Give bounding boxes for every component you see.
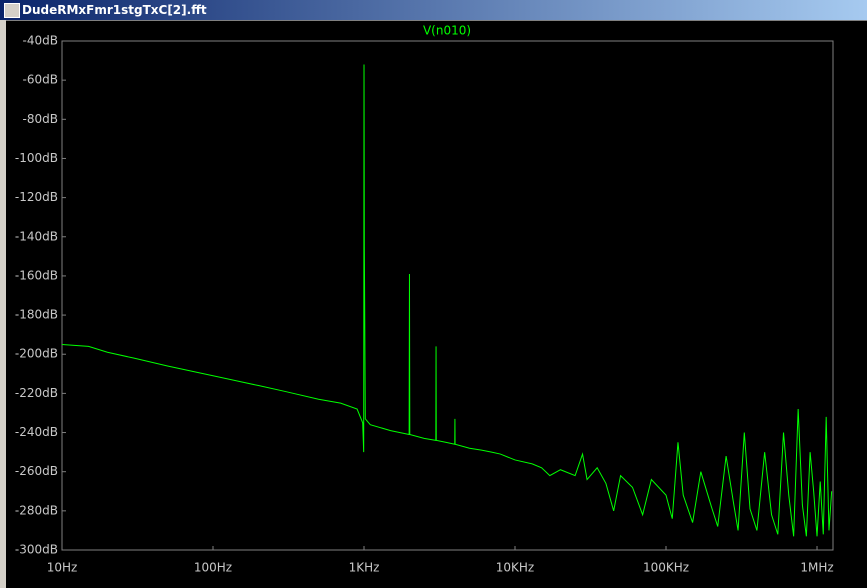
y-tick-label: -60dB — [23, 73, 58, 87]
y-tick-label: -300dB — [15, 543, 58, 557]
window-frame — [0, 20, 6, 588]
y-tick-label: -260dB — [15, 464, 58, 478]
chart-title: V(n010) — [423, 24, 471, 38]
y-tick-label: -80dB — [23, 112, 58, 126]
window-icon — [4, 3, 20, 18]
y-tick-label: -220dB — [15, 386, 58, 400]
y-tick-label: -120dB — [15, 190, 58, 204]
x-tick-label: 100Hz — [194, 561, 232, 575]
x-tick-label: 1MHz — [800, 561, 833, 575]
x-tick-label: 10KHz — [496, 561, 534, 575]
y-tick-label: -240dB — [15, 425, 58, 439]
y-tick-label: -280dB — [15, 503, 58, 517]
y-tick-label: -40dB — [23, 34, 58, 48]
title-bar[interactable]: DudeRMxFmr1stgTxC[2].fft — [0, 0, 867, 21]
y-tick-label: -160dB — [15, 268, 58, 282]
window-title: DudeRMxFmr1stgTxC[2].fft — [22, 3, 207, 17]
x-tick-label: 1KHz — [349, 561, 380, 575]
x-tick-label: 100KHz — [643, 561, 689, 575]
plot-frame — [61, 40, 834, 551]
y-tick-label: -180dB — [15, 308, 58, 322]
y-tick-label: -140dB — [15, 229, 58, 243]
y-tick-label: -100dB — [15, 151, 58, 165]
y-tick-label: -200dB — [15, 347, 58, 361]
x-tick-label: 10Hz — [47, 561, 78, 575]
data-line — [61, 64, 833, 537]
